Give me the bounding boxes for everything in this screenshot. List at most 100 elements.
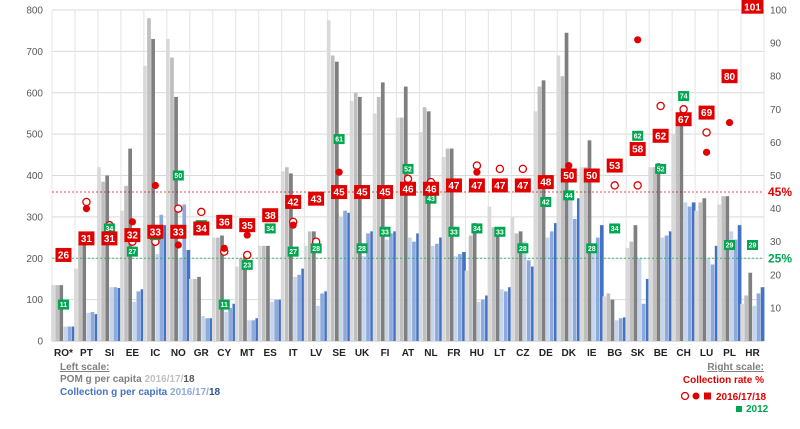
bar	[303, 245, 308, 341]
bar	[320, 293, 324, 341]
open-circle-marker	[495, 164, 505, 174]
collection-rate-2018-label: 69	[701, 108, 713, 119]
bar	[729, 231, 734, 341]
green-2012-label: 52	[404, 166, 412, 173]
bar	[675, 123, 680, 341]
green-2012-marker	[655, 163, 667, 174]
collection-rate-2018-marker	[422, 181, 439, 196]
left-tick-label: 200	[26, 254, 43, 265]
bar	[756, 293, 761, 341]
bar	[510, 216, 515, 341]
collection-rate-2018-marker	[560, 168, 577, 183]
green-2012-marker	[57, 299, 69, 310]
bar	[182, 204, 187, 341]
bar	[485, 295, 489, 341]
category-labels: RO* PT SI EE IC NO GR CY MT ES IT LV SE UK FI AT NL FR HU L…	[54, 348, 760, 359]
bar	[372, 113, 377, 341]
bar	[55, 285, 59, 341]
right-tick-label: 30	[770, 237, 782, 248]
green-2012-marker	[103, 223, 115, 234]
category-label: SK	[631, 348, 646, 359]
bar	[266, 245, 270, 341]
bar	[625, 247, 630, 341]
green-2012-marker	[586, 243, 598, 254]
bar	[679, 111, 684, 342]
bar	[74, 268, 78, 341]
collection-rate-2018-label: 45	[334, 188, 346, 199]
bar	[113, 287, 118, 341]
bar	[408, 237, 412, 341]
collection-rate-2018-label: 26	[58, 251, 70, 262]
bar	[579, 167, 584, 341]
category-label: EE	[126, 348, 140, 359]
collection-rate-2018-label: 46	[402, 184, 414, 195]
bar	[554, 223, 558, 341]
bar	[412, 241, 416, 341]
bar	[591, 249, 596, 341]
bar	[449, 148, 454, 341]
bar	[90, 312, 95, 341]
filled-circle-marker	[335, 168, 343, 176]
category-label: RO*	[54, 348, 73, 359]
bar	[324, 291, 329, 341]
collection-rate-2018-marker	[629, 142, 646, 157]
right-scale-label: Right scale:	[707, 362, 764, 373]
year-2012-legend: 2012	[746, 404, 769, 415]
filled-circle-marker	[82, 205, 91, 213]
bar	[518, 231, 523, 341]
bar	[537, 86, 542, 341]
left-tick-label: 700	[26, 47, 43, 58]
category-label: DK	[562, 348, 577, 359]
bar	[301, 268, 306, 341]
collection-rate-2018-label: 42	[288, 198, 300, 209]
collection-rate-2018-label: 31	[81, 234, 93, 245]
green-2012-label: 74	[680, 94, 688, 101]
bar	[618, 318, 623, 341]
collection-rate-2018-marker	[308, 191, 325, 206]
green-2012-marker	[379, 226, 391, 237]
collection-rate-2018-label: 47	[448, 181, 460, 192]
bar	[224, 312, 228, 341]
filled-circle-marker	[725, 118, 734, 127]
bar	[464, 270, 469, 341]
green-2012-marker	[517, 243, 529, 254]
category-label: SI	[105, 348, 115, 359]
left-tick-label: 0	[37, 337, 43, 348]
bar	[435, 243, 439, 341]
bar	[439, 237, 443, 341]
collection-rate-2018-label: 32	[127, 231, 139, 242]
bar	[514, 233, 519, 341]
bar	[78, 243, 82, 341]
bar	[101, 181, 105, 341]
bar	[717, 204, 721, 341]
bar	[744, 295, 749, 341]
green-2012-label: 43	[427, 196, 435, 203]
left-tick-label: 300	[26, 212, 43, 223]
bar	[380, 82, 385, 341]
bar	[155, 254, 160, 341]
category-label: NO	[171, 348, 186, 359]
collection-rate-2018-marker	[400, 181, 416, 196]
green-2012-label: 44	[565, 193, 573, 200]
bar	[606, 293, 611, 341]
bar	[418, 132, 423, 341]
green-2012-label: 28	[519, 246, 527, 253]
bar	[339, 216, 343, 341]
rate-years-legend: 2016/17/18	[716, 392, 766, 403]
bar	[702, 198, 707, 341]
collection-rate-2018-marker	[741, 0, 764, 14]
green-2012-marker	[632, 130, 644, 141]
category-label: BE	[654, 348, 668, 359]
open-circle-marker	[518, 164, 528, 174]
collection-rate-2018-label: 47	[517, 181, 529, 192]
collection-rate-2018-label: 38	[265, 211, 277, 222]
bar	[652, 167, 657, 341]
bar	[280, 171, 285, 341]
square-legend-icon	[704, 392, 711, 400]
bar	[243, 256, 247, 341]
collection-rate-2018-label: 33	[173, 227, 185, 238]
bar	[721, 196, 726, 341]
bar	[117, 288, 122, 341]
bar	[178, 258, 183, 341]
green-square-legend-icon	[736, 406, 742, 412]
